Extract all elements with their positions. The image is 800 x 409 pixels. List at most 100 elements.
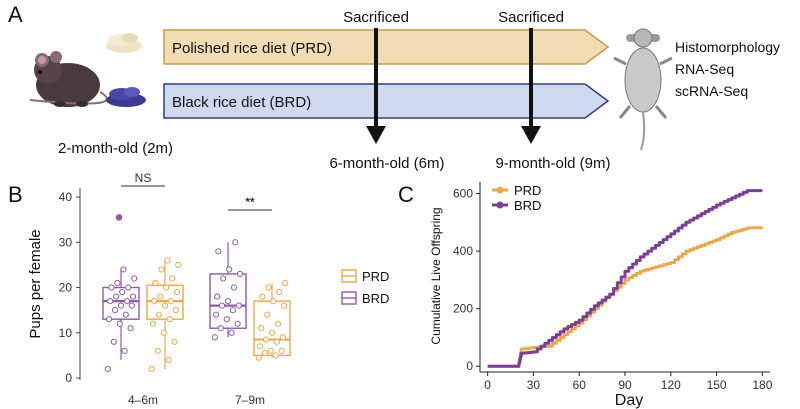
down-arrow-icon bbox=[366, 126, 386, 144]
b-data-point bbox=[108, 284, 115, 291]
b-outlier-point bbox=[115, 214, 123, 221]
c-y-tick-label: 200 bbox=[453, 302, 473, 316]
c-legend-label: BRD bbox=[514, 198, 541, 213]
b-data-point bbox=[157, 293, 164, 300]
age-label-6m: 6-month-old (6m) bbox=[329, 155, 444, 172]
b-data-point bbox=[255, 354, 262, 361]
c-legend-marker bbox=[496, 201, 504, 209]
b-data-point bbox=[164, 257, 171, 264]
b-data-point bbox=[230, 284, 238, 291]
b-x-tick-label: 7–9m bbox=[235, 393, 265, 407]
b-data-point bbox=[129, 293, 137, 300]
b-data-point bbox=[123, 297, 131, 305]
b-significance-label: NS bbox=[135, 171, 152, 185]
sacrificed-label-9m: Sacrificed bbox=[498, 9, 564, 26]
b-data-point bbox=[272, 352, 279, 359]
b-data-point bbox=[217, 325, 224, 332]
b-data-point bbox=[235, 302, 242, 309]
b-data-point bbox=[276, 288, 283, 296]
b-data-point bbox=[114, 279, 121, 287]
b-data-point bbox=[212, 311, 220, 318]
b-legend-label: PRD bbox=[362, 269, 389, 284]
b-data-point bbox=[160, 329, 167, 336]
b-data-point bbox=[259, 293, 266, 300]
b-data-point bbox=[119, 288, 126, 296]
panel-b-legend: PRD BRD bbox=[341, 269, 389, 306]
brd-diet-arrow bbox=[163, 83, 610, 119]
b-data-point bbox=[173, 288, 181, 296]
b-y-tick-label: 30 bbox=[59, 235, 73, 249]
prd-diet-arrow bbox=[163, 29, 610, 65]
b-data-point bbox=[258, 325, 265, 332]
b-data-point bbox=[165, 356, 172, 364]
b-data-point bbox=[236, 270, 244, 278]
b-data-point bbox=[110, 338, 117, 345]
b-data-point bbox=[280, 302, 288, 309]
b-data-point bbox=[113, 293, 120, 300]
b-y-tick-label: 40 bbox=[59, 190, 73, 204]
panel-b-letter: B bbox=[8, 182, 23, 207]
b-data-point bbox=[107, 297, 114, 305]
b-data-point bbox=[218, 302, 226, 309]
b-data-point bbox=[117, 302, 125, 309]
panel-c-ylabel: Cumulative Live Offspring bbox=[429, 207, 443, 344]
analysis-label-histomorphology: Histomorphology bbox=[675, 39, 780, 55]
b-data-point bbox=[228, 329, 235, 336]
c-series-line-prd bbox=[487, 226, 764, 368]
b-data-point bbox=[125, 284, 132, 291]
b-data-point bbox=[120, 266, 127, 273]
b-data-point bbox=[154, 347, 161, 354]
b-data-point bbox=[234, 320, 241, 327]
b-data-point bbox=[268, 329, 276, 336]
b-data-point bbox=[128, 302, 135, 309]
timepoint-9m: Sacrificed 9-month-old (9m) bbox=[495, 9, 610, 172]
b-data-point bbox=[158, 266, 165, 273]
b-data-point bbox=[155, 311, 163, 318]
polished-rice-icon bbox=[106, 33, 142, 53]
b-data-point bbox=[282, 279, 289, 287]
panel-a-letter: A bbox=[8, 2, 23, 27]
b-data-point bbox=[166, 316, 173, 323]
b-data-point bbox=[211, 334, 218, 341]
b-data-point bbox=[262, 336, 270, 343]
b-y-tick-label: 20 bbox=[59, 281, 73, 295]
b-data-point bbox=[226, 266, 233, 273]
c-series-line-brd bbox=[487, 189, 763, 368]
panel-b-boxplot: 0 10 20 30 40 4–6m NS 7–9m ** bbox=[59, 171, 291, 407]
brd-arrow-label: Black rice diet (BRD) bbox=[172, 94, 311, 111]
b-data-point bbox=[169, 275, 176, 282]
timepoint-6m: Sacrificed 6-month-old (6m) bbox=[329, 9, 444, 172]
b-data-point bbox=[223, 316, 230, 323]
b-data-point bbox=[104, 365, 111, 373]
c-x-tick-label: 30 bbox=[527, 378, 541, 392]
c-y-tick-label: 600 bbox=[453, 187, 473, 201]
b-significance-label: ** bbox=[245, 195, 255, 209]
c-y-tick-label: 0 bbox=[466, 359, 473, 373]
b-data-point bbox=[220, 275, 227, 282]
down-arrow-icon bbox=[521, 126, 541, 144]
b-data-point bbox=[151, 297, 158, 305]
b-data-point bbox=[229, 307, 236, 314]
b-data-point bbox=[105, 316, 113, 323]
c-x-tick-label: 60 bbox=[573, 378, 587, 392]
b-data-point bbox=[279, 334, 286, 341]
b-data-point bbox=[278, 347, 285, 354]
b-data-point bbox=[127, 325, 134, 332]
c-legend-label: PRD bbox=[514, 183, 541, 198]
b-data-point bbox=[224, 297, 232, 305]
analysis-label-rnaseq: RNA-Seq bbox=[675, 61, 734, 77]
b-data-point bbox=[161, 302, 169, 309]
b-data-point bbox=[265, 284, 272, 291]
b-data-point bbox=[273, 338, 280, 345]
prd-arrow-label: Polished rice diet (PRD) bbox=[172, 40, 332, 57]
b-x-tick-label: 4–6m bbox=[128, 393, 158, 407]
b-data-point bbox=[267, 347, 274, 354]
b-data-point bbox=[214, 293, 221, 300]
b-data-point bbox=[172, 307, 179, 314]
c-x-tick-label: 90 bbox=[618, 378, 632, 392]
b-data-point bbox=[131, 275, 138, 282]
b-data-point bbox=[171, 338, 178, 345]
b-data-point bbox=[121, 347, 128, 354]
